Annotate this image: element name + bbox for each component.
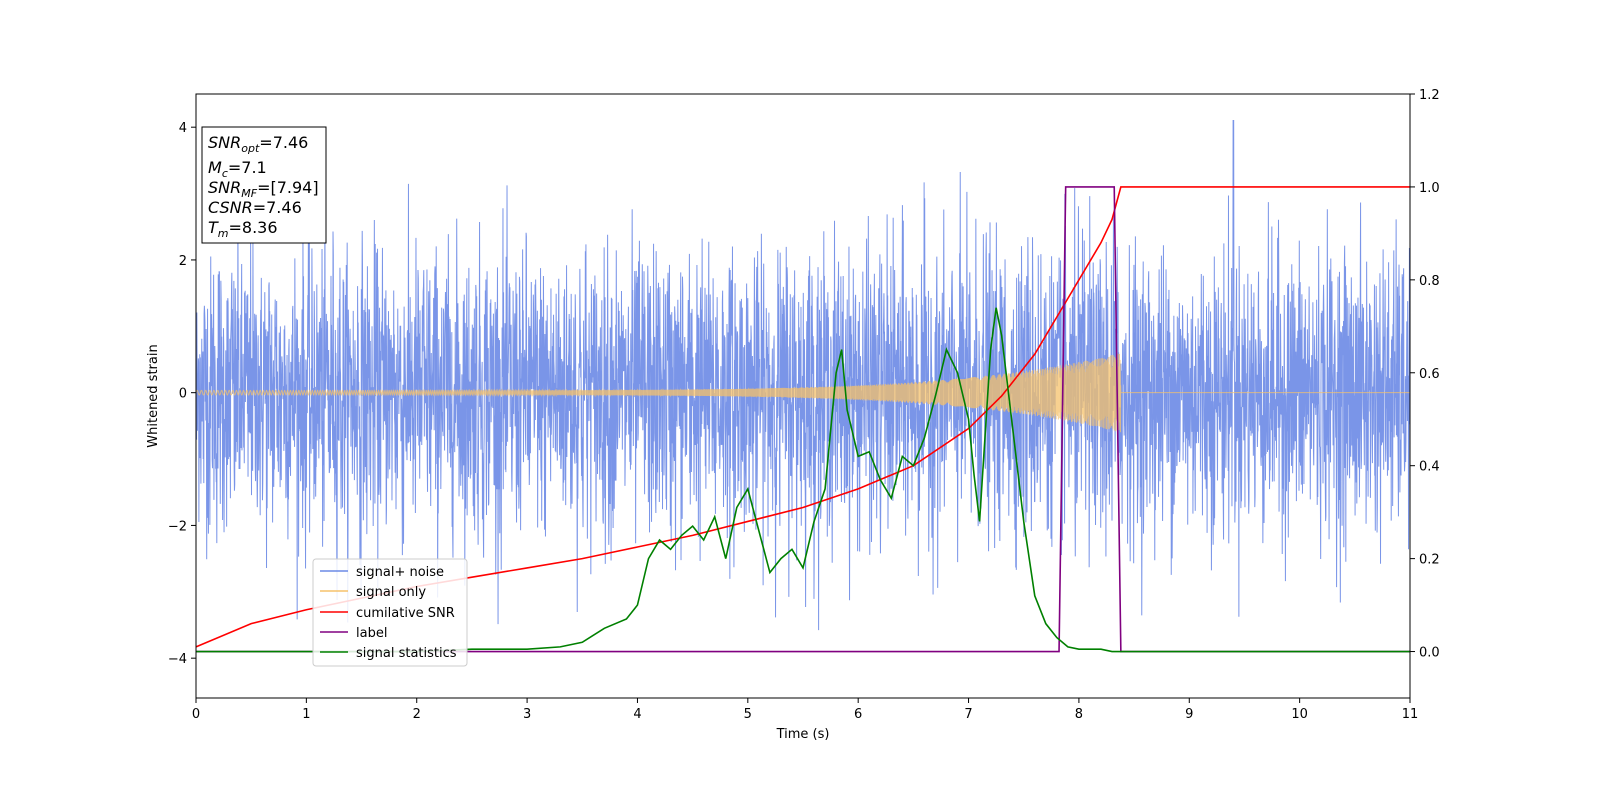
y2-tick-label: 0.8 [1419,274,1440,289]
y2-tick-label: 0.0 [1419,646,1440,661]
x-tick-label: 6 [854,707,862,722]
legend-label-signal-only: signal only [356,585,426,600]
x-tick-label: 11 [1402,707,1419,722]
y-axis-label: Whitened strain [146,344,161,447]
x-tick-label: 1 [302,707,310,722]
y-axis-right: 0.0 0.2 0.4 0.6 0.8 1.0 1.2 [1410,88,1440,661]
x-tick-label: 3 [523,707,531,722]
info-snr-mf: SNRMF=[7.94] [208,178,319,200]
series-signal-noise [196,120,1410,631]
x-tick-label: 7 [964,707,972,722]
series-signal-statistics [196,307,1410,653]
legend-label-signal-statistics: signal statistics [356,646,457,661]
legend: signal+ noise signal only cumilative SNR… [312,558,468,667]
x-tick-label: 0 [192,707,200,722]
y-tick-label: 4 [179,121,187,136]
plot-frame [195,93,1411,699]
info-box: SNRopt=7.46 Mc=7.1 SNRMF=[7.94] CSNR=7.4… [201,126,327,244]
y2-tick-label: 0.6 [1419,367,1440,382]
info-csnr: CSNR=7.46 [208,198,302,217]
x-tick-label: 2 [413,707,421,722]
x-axis-label: Time (s) [776,727,830,742]
y2-tick-label: 0.4 [1419,460,1440,475]
y-tick-label: 0 [179,387,187,402]
y2-tick-label: 0.2 [1419,553,1440,568]
series-signal-only [196,353,1410,433]
x-tick-label: 5 [744,707,752,722]
legend-label-signal-noise: signal+ noise [356,565,444,580]
info-snr-opt: SNRopt=7.46 [208,133,308,155]
x-tick-label: 8 [1075,707,1083,722]
legend-label-cumulative-snr: cumilative SNR [356,606,455,621]
y2-tick-label: 1.0 [1419,181,1440,196]
y2-tick-label: 1.2 [1419,88,1440,103]
y-tick-label: 2 [179,254,187,269]
x-axis: 0 1 2 3 4 5 6 7 8 9 10 11 [192,698,1418,722]
info-tm: Tm=8.36 [208,218,278,240]
x-tick-label: 9 [1185,707,1193,722]
x-tick-label: 10 [1291,707,1308,722]
info-mc: Mc=7.1 [208,158,267,180]
y-axis-left: −4 −2 0 2 4 [168,121,196,667]
x-tick-label: 4 [633,707,641,722]
y-tick-label: −2 [168,519,187,534]
legend-label-label: label [356,626,387,641]
y-tick-label: −4 [168,652,187,667]
